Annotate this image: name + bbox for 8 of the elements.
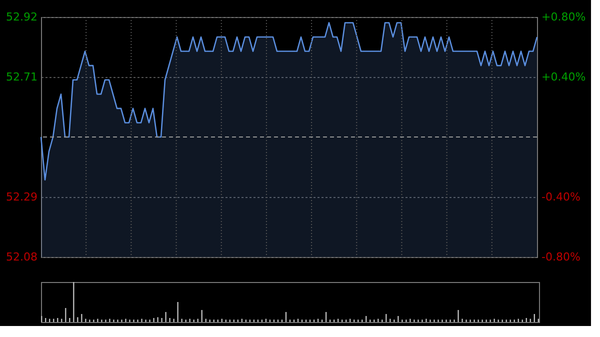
y-tick-label: 52.29 — [6, 190, 38, 204]
y-tick-label: 52.08 — [6, 250, 38, 264]
y-tick-label: 52.92 — [6, 10, 38, 24]
y2-tick-label: +0.80% — [542, 10, 586, 24]
y2-tick-label: +0.40% — [542, 70, 586, 84]
y-tick-label: 52.71 — [6, 70, 38, 84]
y2-tick-label: -0.80% — [542, 250, 580, 264]
y2-tick-label: -0.40% — [542, 190, 580, 204]
